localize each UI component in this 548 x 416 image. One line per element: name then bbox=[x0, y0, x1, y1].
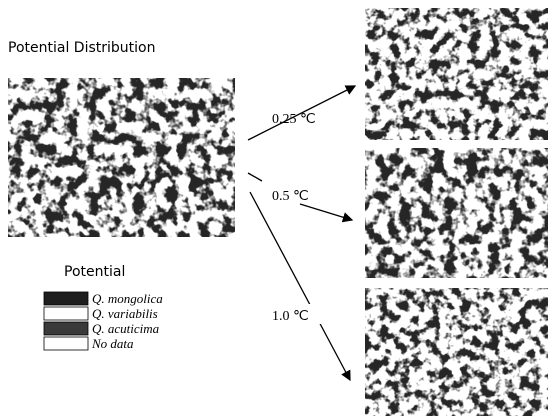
scenario-maps bbox=[365, 8, 548, 416]
legend-swatch bbox=[44, 337, 88, 350]
legend-title: Potential bbox=[64, 264, 125, 280]
legend-swatch bbox=[44, 307, 88, 320]
legend-label: Q. mongolica bbox=[92, 291, 163, 306]
legend-swatch bbox=[44, 292, 88, 305]
legend-label: Q. acuticima bbox=[92, 321, 160, 336]
scenario-label: 0.5 ℃ bbox=[272, 189, 309, 204]
main-map bbox=[8, 78, 235, 237]
legend-label: No data bbox=[91, 336, 134, 351]
figure-title: Potential Distribution bbox=[8, 40, 155, 56]
legend-label: Q. variabilis bbox=[92, 306, 158, 321]
arrows bbox=[248, 86, 355, 380]
legend-swatch bbox=[44, 322, 88, 335]
scenario-label: 0.25 ℃ bbox=[272, 112, 316, 127]
figure: Potential Distribution 0.25 ℃ 0.5 ℃ 1.0 … bbox=[0, 0, 548, 416]
scenario-label: 1.0 ℃ bbox=[272, 309, 309, 324]
